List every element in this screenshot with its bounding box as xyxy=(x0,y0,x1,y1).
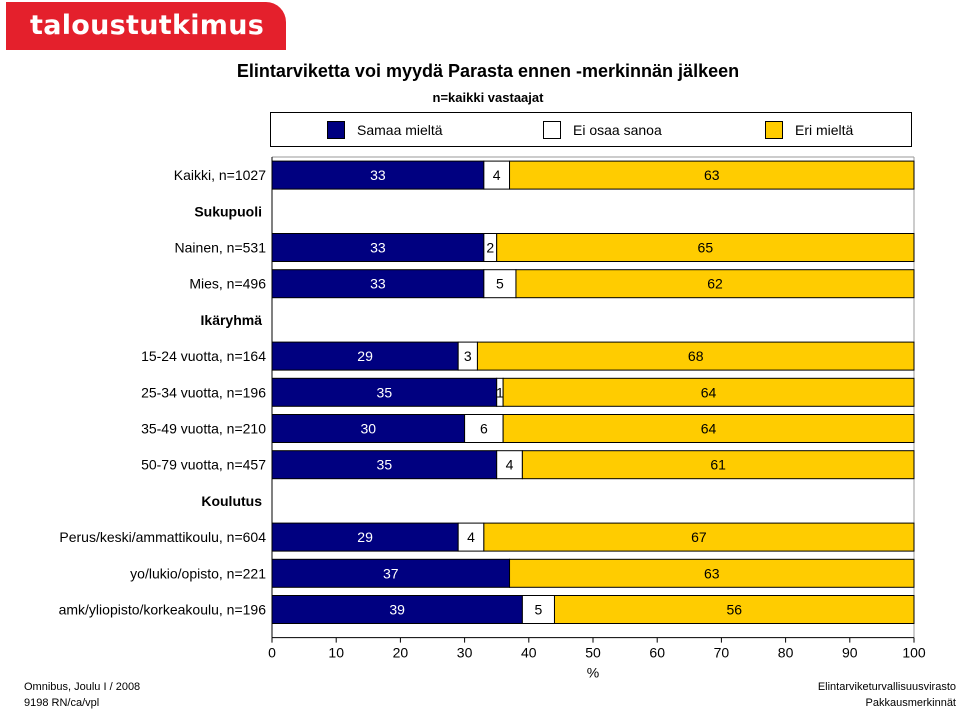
bar-segment xyxy=(496,233,915,262)
footer-left: Omnibus, Joulu I / 2008 9198 RN/ca/vpl xyxy=(24,679,140,711)
row-label: Mies, n=496 xyxy=(189,276,266,292)
bar-segment xyxy=(509,558,915,588)
row-label: Nainen, n=531 xyxy=(175,240,267,256)
bar-segment xyxy=(502,377,915,407)
bar-value-label: 2 xyxy=(486,240,494,256)
bar-value-label: 62 xyxy=(707,276,723,292)
bar-segment xyxy=(502,414,915,443)
footer-topic: Pakkausmerkinnät xyxy=(865,697,957,709)
legend-swatch-ei-osaa xyxy=(543,121,561,139)
bar-value-label: 39 xyxy=(389,602,405,618)
chart-legend: Samaa mieltä Ei osaa sanoa Eri mieltä xyxy=(270,112,912,147)
row-label: 50-79 vuotta, n=457 xyxy=(141,457,266,473)
bar-segment xyxy=(271,160,485,190)
bar-segment xyxy=(553,595,915,624)
row-label: 25-34 vuotta, n=196 xyxy=(141,384,266,400)
footer-right: Elintarviketurvallisuusvirasto Pakkausme… xyxy=(818,679,956,711)
bar-segment xyxy=(271,595,523,624)
row-label: amk/yliopisto/korkeakoulu, n=196 xyxy=(59,602,267,618)
bar-segment xyxy=(457,522,485,552)
row-group-heading: Koulutus xyxy=(201,493,262,509)
legend-label-eri: Eri mieltä xyxy=(795,122,854,138)
row-label: yo/lukio/opisto, n=221 xyxy=(130,565,266,581)
x-tick-label: 0 xyxy=(268,645,276,661)
footer-survey: Omnibus, Joulu I / 2008 xyxy=(24,681,141,693)
row-label: 35-49 vuotta, n=210 xyxy=(141,421,266,437)
x-tick-label: 90 xyxy=(842,645,858,661)
legend-swatch-samaa xyxy=(327,121,345,139)
x-axis-label: % xyxy=(587,665,599,680)
row-label: Perus/keski/ammattikoulu, n=604 xyxy=(59,529,266,545)
bar-segment xyxy=(271,558,511,588)
x-tick-label: 60 xyxy=(649,645,665,661)
bar-value-label: 63 xyxy=(704,167,720,183)
bar-value-label: 56 xyxy=(726,602,742,618)
bar-value-label: 65 xyxy=(698,240,714,256)
row-label: 15-24 vuotta, n=164 xyxy=(141,348,266,364)
bar-segment xyxy=(271,414,466,443)
x-tick-label: 10 xyxy=(328,645,344,661)
bar-value-label: 4 xyxy=(493,167,501,183)
chart-plot: 0 10 20 30 40 50 60 70 80 90 100% Kaikki, n=1027 33 4… xyxy=(59,156,926,680)
x-tick-label: 30 xyxy=(457,645,473,661)
row-label: Kaikki, n=1027 xyxy=(174,167,266,183)
bar-segment xyxy=(271,522,459,552)
bar-value-label: 1 xyxy=(496,384,504,400)
bar-value-label: 29 xyxy=(357,348,373,364)
bar-segment xyxy=(521,450,915,480)
bar-value-label: 4 xyxy=(506,457,514,473)
legend-label-ei-osaa: Ei osaa sanoa xyxy=(573,122,662,138)
bar-value-label: 33 xyxy=(370,276,386,292)
bar-segment xyxy=(271,269,485,299)
x-tick-label: 80 xyxy=(778,645,794,661)
bar-segment xyxy=(509,160,915,190)
bar-value-label: 61 xyxy=(710,457,726,473)
bar-value-label: 6 xyxy=(480,421,488,437)
bar-value-label: 37 xyxy=(383,565,399,581)
footer-client: Elintarviketurvallisuusvirasto xyxy=(817,681,956,693)
bar-value-label: 33 xyxy=(370,167,386,183)
bar-value-label: 64 xyxy=(701,384,717,400)
bar-value-label: 30 xyxy=(361,421,377,437)
bar-value-label: 29 xyxy=(357,529,373,545)
bar-segment xyxy=(483,269,517,299)
row-group-heading: Ikäryhmä xyxy=(201,312,263,328)
bar-value-label: 68 xyxy=(688,348,704,364)
bar-value-label: 3 xyxy=(464,348,472,364)
bar-segment xyxy=(271,233,485,262)
chart-subtitle: n=kaikki vastaajat xyxy=(432,90,544,105)
row-group-heading: Sukupuoli xyxy=(194,203,262,219)
bar-value-label: 5 xyxy=(496,276,504,292)
brand-logo: taloustutkimus oy xyxy=(6,2,286,89)
bar-segment xyxy=(515,269,915,299)
bar-value-label: 33 xyxy=(370,240,386,256)
x-tick-label: 100 xyxy=(902,645,926,661)
bar-value-label: 64 xyxy=(701,421,717,437)
bar-segment xyxy=(271,341,459,371)
bar-value-label: 35 xyxy=(377,384,393,400)
legend-label-samaa: Samaa mieltä xyxy=(357,122,443,138)
x-tick-label: 40 xyxy=(521,645,537,661)
x-tick-label: 20 xyxy=(393,645,409,661)
footer-code: 9198 RN/ca/vpl xyxy=(24,697,100,709)
bar-value-label: 4 xyxy=(467,529,475,545)
chart-title: Elintarviketta voi myydä Parasta ennen -… xyxy=(236,61,740,81)
bar-value-label: 35 xyxy=(377,457,393,473)
x-tick-label: 50 xyxy=(585,645,601,661)
bar-segment xyxy=(483,522,915,552)
x-tick-label: 70 xyxy=(714,645,730,661)
legend-swatch-eri xyxy=(765,121,783,139)
bar-value-label: 67 xyxy=(691,529,707,545)
bar-value-label: 63 xyxy=(704,565,720,581)
bar-segment xyxy=(464,414,504,443)
bar-value-label: 5 xyxy=(535,602,543,618)
bar-segment xyxy=(476,341,915,371)
